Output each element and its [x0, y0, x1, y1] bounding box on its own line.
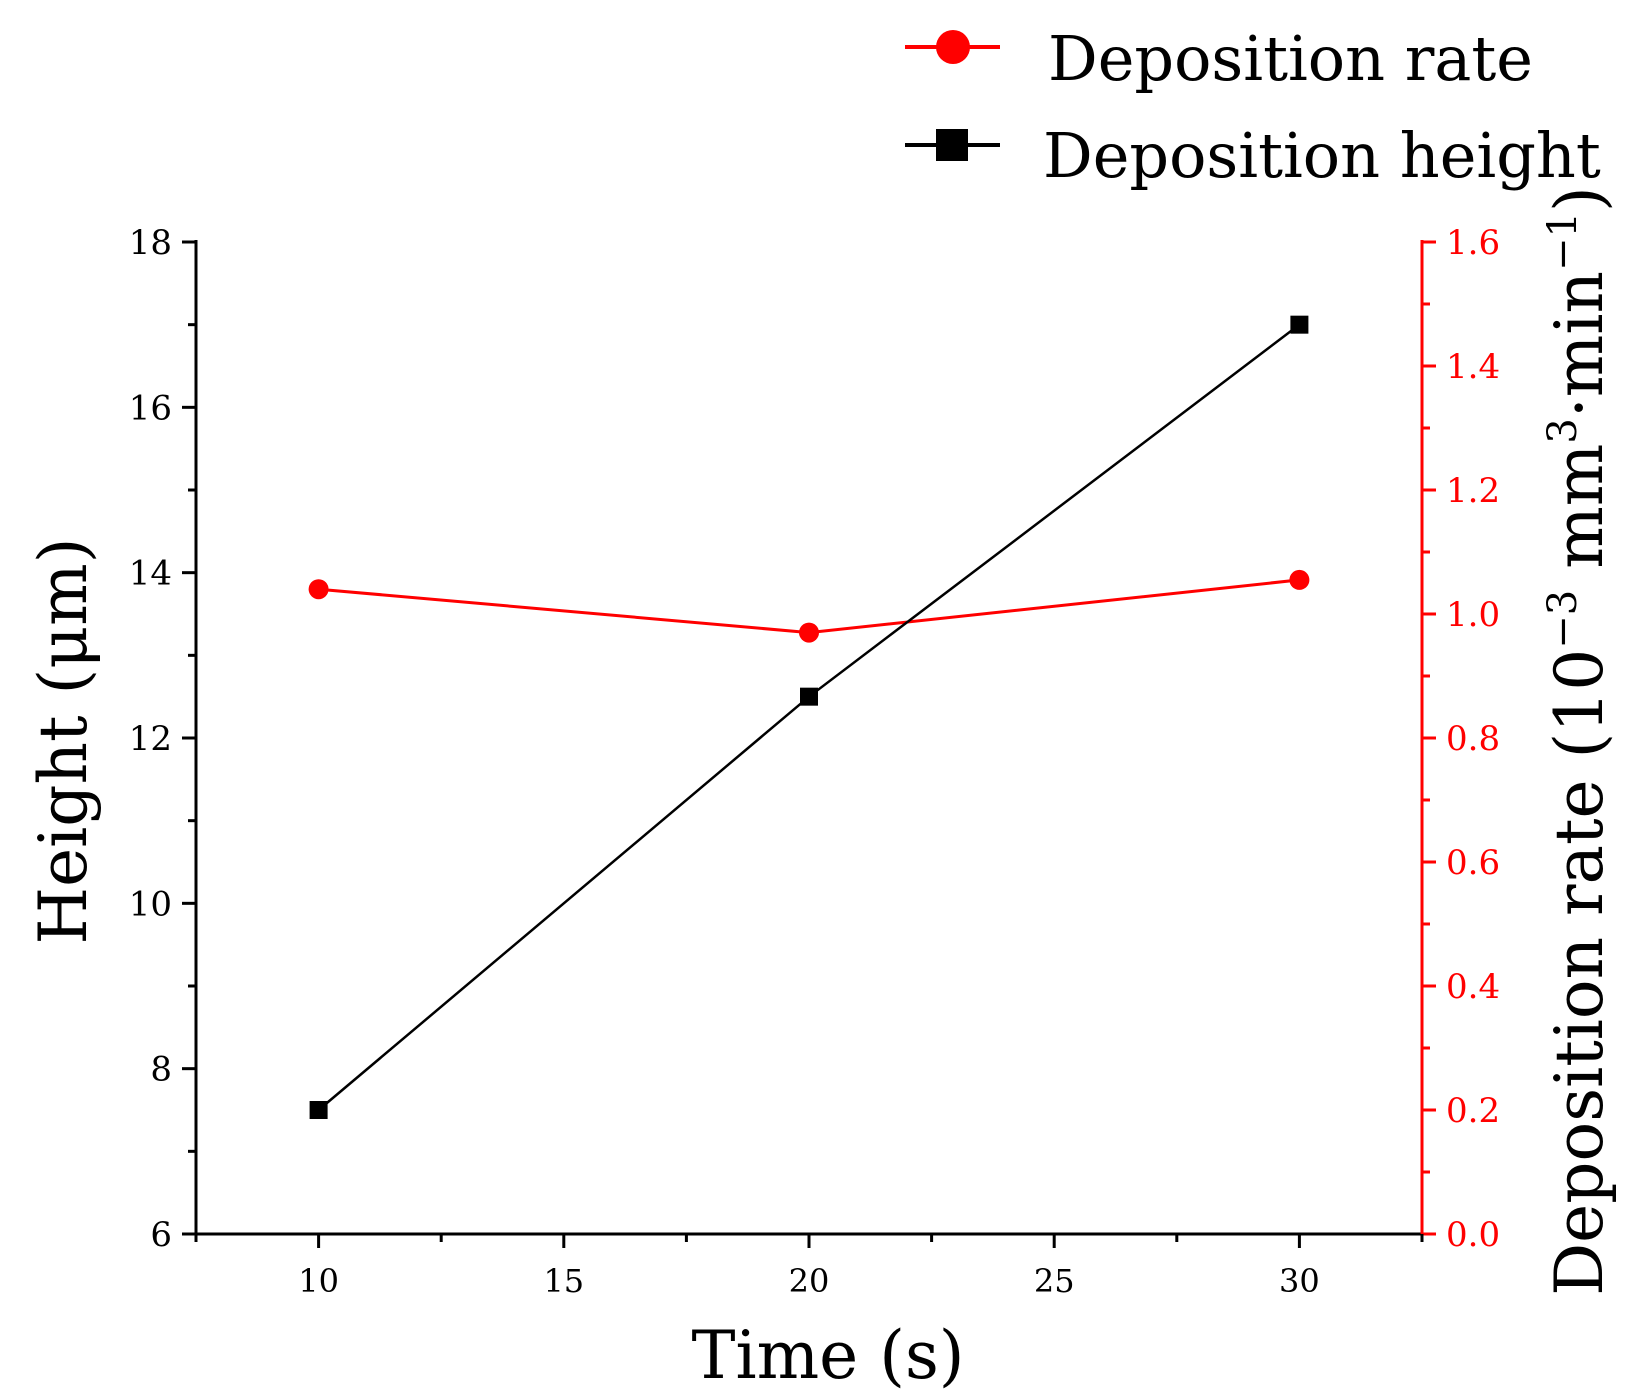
series-layer	[308, 315, 1310, 1119]
x-tick-label: 25	[1034, 1262, 1075, 1300]
data-point-deposition-rate	[1289, 569, 1310, 590]
data-point-deposition-height	[1290, 315, 1309, 334]
y-right-tick-label: 1.2	[1446, 471, 1500, 511]
legend-marker-deposition-height	[936, 129, 968, 161]
x-tick-label: 20	[789, 1262, 830, 1300]
legend: Deposition rate Deposition height	[905, 22, 1601, 192]
y2-axis-title-prefix: Deposition rate (10	[1541, 649, 1618, 1296]
y-left-tick-label: 8	[150, 1050, 172, 1090]
y-right-tick-label: 0.0	[1446, 1215, 1500, 1255]
y-right-tick-label: 0.2	[1446, 1091, 1500, 1131]
y-left-tick-label: 16	[129, 388, 172, 428]
data-point-deposition-rate	[308, 579, 329, 600]
data-point-deposition-height	[800, 687, 818, 706]
y-right-tick-label: 0.6	[1446, 843, 1500, 883]
y2-axis-title-mid: mm	[1541, 444, 1618, 590]
legend-label-deposition-rate: Deposition rate	[1048, 22, 1533, 95]
y2-axis-title-exp2: 3	[1540, 418, 1586, 443]
y2-axis-title-mid2: ·min	[1541, 271, 1618, 418]
legend-item-deposition-rate: Deposition rate	[905, 22, 1533, 95]
y-left-tick-label: 10	[129, 884, 172, 924]
labels-layer: Time (s) Height (μm) Deposition rate (10…	[25, 186, 1618, 1394]
data-point-deposition-rate	[799, 622, 819, 643]
x-axis-title: Time (s)	[691, 1317, 964, 1394]
y2-axis-title: Deposition rate (10−3 mm3·min−1)	[1540, 186, 1618, 1295]
y-right-tick-label: 1.4	[1446, 347, 1500, 387]
data-point-deposition-height	[309, 1101, 328, 1119]
x-tick-label: 30	[1279, 1262, 1320, 1300]
y-right-tick-label: 0.4	[1446, 967, 1500, 1007]
y2-axis-title-exp1: −3	[1540, 590, 1586, 649]
y-right-tick-label: 1.0	[1446, 595, 1500, 635]
y-axis-title: Height (μm)	[25, 538, 102, 945]
legend-item-deposition-height: Deposition height	[905, 119, 1601, 192]
axes-layer: 6 8 10 12 14 16 18 0.0 0.2 0.4 0.6 0.8 1.0 1.2 1.4 1.6 1…	[129, 223, 1500, 1300]
x-tick-label: 10	[298, 1262, 339, 1300]
legend-marker-deposition-rate	[936, 30, 970, 64]
y-left-tick-label: 14	[129, 554, 172, 594]
y2-axis-title-exp3: −1	[1540, 212, 1586, 271]
y-left-tick-label: 6	[150, 1215, 172, 1255]
y-left-tick-label: 18	[129, 223, 172, 263]
y-right-tick-label: 0.8	[1446, 719, 1500, 759]
y2-axis-title-suffix: )	[1541, 186, 1618, 212]
y-right-tick-label: 1.6	[1446, 223, 1500, 263]
y-left-tick-label: 12	[129, 719, 172, 759]
legend-label-deposition-height: Deposition height	[1043, 119, 1601, 192]
x-tick-label: 15	[543, 1262, 584, 1300]
series-line-deposition-height	[317, 323, 1301, 1111]
